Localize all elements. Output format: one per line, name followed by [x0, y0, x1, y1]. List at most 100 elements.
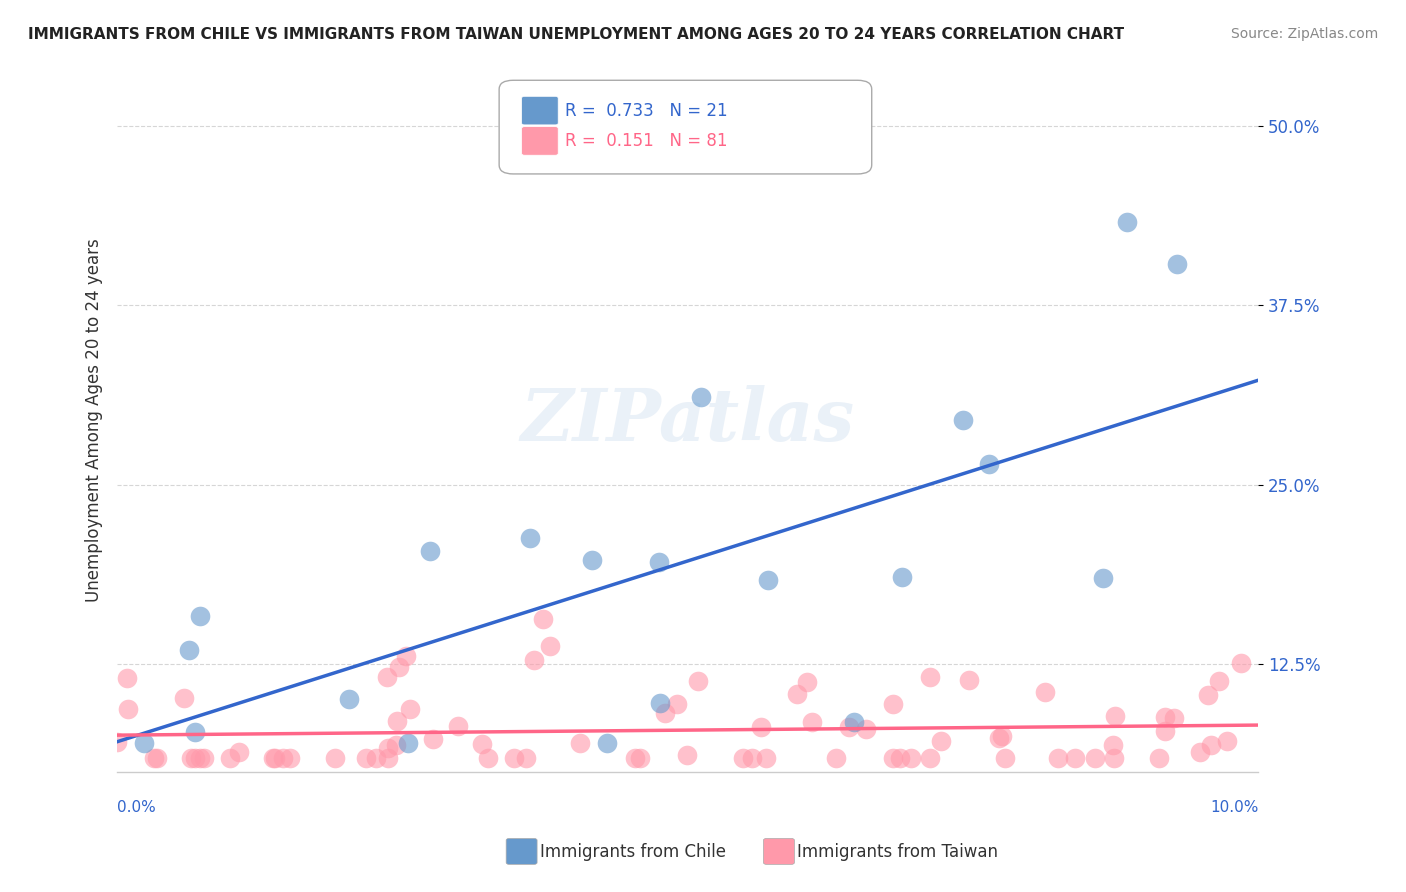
Point — [388, 660, 411, 674]
Point — [323, 750, 346, 764]
Point — [957, 673, 980, 688]
Point — [929, 734, 952, 748]
Point — [477, 750, 499, 764]
Point — [1166, 257, 1188, 271]
Text: IMMIGRANTS FROM CHILE VS IMMIGRANTS FROM TAIWAN UNEMPLOYMENT AMONG AGES 20 TO 24: IMMIGRANTS FROM CHILE VS IMMIGRANTS FROM… — [28, 27, 1125, 42]
Point — [1201, 738, 1223, 752]
Point — [523, 653, 546, 667]
Point — [515, 750, 537, 764]
Point — [675, 747, 697, 762]
Point — [650, 696, 672, 710]
Point — [377, 750, 399, 764]
Point — [262, 750, 284, 764]
Point — [188, 750, 211, 764]
Point — [1154, 710, 1177, 724]
Point — [900, 750, 922, 764]
Point — [1149, 750, 1171, 764]
Point — [271, 750, 294, 764]
Point — [842, 715, 865, 730]
Point — [375, 670, 398, 684]
Point — [838, 720, 860, 734]
Point — [1208, 673, 1230, 688]
Point — [538, 639, 561, 653]
Point — [115, 672, 138, 686]
Point — [1084, 750, 1107, 764]
Point — [471, 737, 494, 751]
Point — [1104, 708, 1126, 723]
Point — [731, 750, 754, 764]
Point — [173, 691, 195, 706]
Point — [387, 714, 409, 728]
Point — [654, 706, 676, 720]
Point — [882, 750, 904, 764]
Point — [1033, 685, 1056, 699]
Point — [531, 612, 554, 626]
Point — [882, 697, 904, 711]
Point — [994, 750, 1017, 764]
Point — [918, 670, 941, 684]
Point — [1230, 656, 1253, 670]
Point — [422, 731, 444, 746]
Point — [1153, 723, 1175, 738]
Point — [180, 750, 202, 764]
Point — [741, 750, 763, 764]
Point — [184, 725, 207, 739]
Point — [419, 543, 441, 558]
Point — [648, 555, 671, 569]
Point — [1104, 750, 1126, 764]
Point — [688, 674, 710, 689]
Point — [219, 750, 242, 764]
Text: Immigrants from Chile: Immigrants from Chile — [540, 843, 725, 861]
Point — [447, 719, 470, 733]
Point — [142, 750, 165, 764]
Point — [568, 736, 591, 750]
Point — [177, 643, 200, 657]
Point — [581, 553, 603, 567]
Point — [134, 736, 156, 750]
Point — [786, 687, 808, 701]
Point — [952, 413, 974, 427]
Point — [337, 691, 360, 706]
Text: 0.0%: 0.0% — [117, 800, 156, 815]
Point — [117, 701, 139, 715]
Point — [105, 735, 128, 749]
Point — [146, 750, 169, 764]
Point — [228, 745, 250, 759]
Point — [188, 608, 211, 623]
Point — [1046, 750, 1069, 764]
Text: Immigrants from Taiwan: Immigrants from Taiwan — [797, 843, 998, 861]
Point — [364, 750, 387, 764]
Text: Source: ZipAtlas.com: Source: ZipAtlas.com — [1230, 27, 1378, 41]
Point — [1115, 214, 1137, 228]
Point — [396, 736, 419, 750]
Point — [1189, 745, 1212, 759]
Point — [1163, 711, 1185, 725]
Text: 10.0%: 10.0% — [1211, 800, 1258, 815]
Point — [889, 750, 911, 764]
Point — [628, 750, 651, 764]
Point — [991, 729, 1014, 743]
Point — [519, 531, 541, 545]
Point — [796, 675, 818, 690]
Point — [280, 750, 302, 764]
Point — [749, 720, 772, 734]
Point — [756, 573, 779, 587]
Point — [977, 457, 1000, 471]
Point — [263, 750, 285, 764]
Point — [354, 750, 377, 764]
Point — [183, 750, 205, 764]
Point — [855, 722, 877, 736]
Point — [666, 698, 689, 712]
Point — [377, 740, 399, 755]
Y-axis label: Unemployment Among Ages 20 to 24 years: Unemployment Among Ages 20 to 24 years — [86, 238, 103, 602]
Text: R =  0.733   N = 21: R = 0.733 N = 21 — [565, 102, 728, 120]
Point — [690, 390, 713, 404]
Point — [502, 750, 524, 764]
Point — [1197, 688, 1219, 702]
Point — [1101, 738, 1123, 752]
Point — [395, 649, 418, 664]
Point — [623, 750, 645, 764]
Point — [398, 702, 420, 716]
Point — [1216, 733, 1239, 747]
Point — [801, 715, 824, 730]
